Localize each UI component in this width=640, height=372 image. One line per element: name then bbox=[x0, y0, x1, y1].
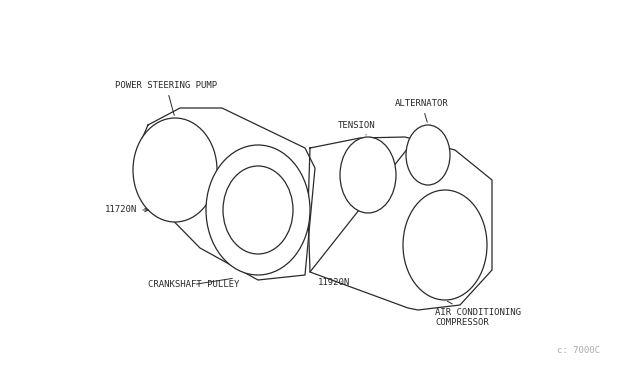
Text: c: 7000C: c: 7000C bbox=[557, 346, 600, 355]
Ellipse shape bbox=[403, 190, 487, 300]
Text: 11920N: 11920N bbox=[318, 278, 350, 287]
Ellipse shape bbox=[223, 166, 293, 254]
Text: CRANKSHAFT PULLEY: CRANKSHAFT PULLEY bbox=[148, 278, 239, 289]
Text: ALTERNATOR: ALTERNATOR bbox=[395, 99, 449, 122]
Text: TENSION: TENSION bbox=[338, 121, 376, 135]
Ellipse shape bbox=[340, 137, 396, 213]
Text: 11720N: 11720N bbox=[105, 205, 148, 215]
Ellipse shape bbox=[406, 125, 450, 185]
Text: POWER STEERING PUMP: POWER STEERING PUMP bbox=[115, 81, 217, 115]
Ellipse shape bbox=[206, 145, 310, 275]
Text: AIR CONDITIONING
COMPRESSOR: AIR CONDITIONING COMPRESSOR bbox=[435, 301, 521, 327]
Ellipse shape bbox=[133, 118, 217, 222]
